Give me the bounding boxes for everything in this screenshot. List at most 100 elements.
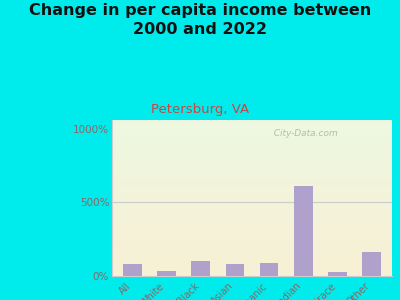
Bar — [112, 146, 392, 147]
Bar — [112, 149, 392, 150]
Bar — [112, 163, 392, 164]
Bar — [112, 237, 392, 238]
Bar — [112, 159, 392, 160]
Bar — [112, 129, 392, 130]
Bar — [112, 247, 392, 248]
Bar — [112, 141, 392, 142]
Bar — [112, 273, 392, 274]
Bar — [112, 121, 392, 122]
Bar — [112, 136, 392, 137]
Bar — [112, 235, 392, 236]
Bar — [112, 154, 392, 155]
Bar — [112, 249, 392, 250]
Bar — [112, 130, 392, 131]
Bar — [112, 152, 392, 153]
Bar — [112, 217, 392, 218]
Bar — [112, 178, 392, 179]
Bar — [191, 261, 210, 276]
Bar — [112, 226, 392, 227]
Bar — [112, 188, 392, 189]
Bar — [112, 202, 392, 203]
Bar — [112, 260, 392, 261]
Bar — [112, 167, 392, 168]
Text: Petersburg, VA: Petersburg, VA — [151, 103, 249, 116]
Bar — [112, 157, 392, 158]
Bar — [112, 148, 392, 149]
Bar — [112, 192, 392, 193]
Bar — [112, 143, 392, 144]
Bar — [112, 173, 392, 174]
Bar — [112, 246, 392, 247]
Bar — [112, 137, 392, 138]
Bar — [112, 122, 392, 123]
Bar — [112, 251, 392, 252]
Bar — [112, 147, 392, 148]
Bar — [112, 243, 392, 244]
Bar — [112, 239, 392, 240]
Bar — [112, 181, 392, 182]
Bar — [112, 257, 392, 258]
Bar — [112, 203, 392, 204]
Bar — [112, 158, 392, 159]
Bar — [112, 244, 392, 245]
Bar — [112, 189, 392, 190]
Bar — [112, 236, 392, 237]
Bar — [112, 254, 392, 255]
Bar — [112, 229, 392, 230]
Bar — [112, 268, 392, 269]
Bar — [112, 213, 392, 214]
Bar — [112, 155, 392, 156]
Bar — [112, 162, 392, 163]
Bar — [112, 151, 392, 152]
Bar — [112, 145, 392, 146]
Bar — [112, 205, 392, 206]
Bar — [112, 206, 392, 207]
Bar — [112, 221, 392, 222]
Bar — [112, 201, 392, 202]
Bar — [112, 182, 392, 183]
Bar — [112, 224, 392, 225]
Bar — [112, 232, 392, 233]
Bar — [112, 275, 392, 276]
Bar — [112, 187, 392, 188]
Bar — [112, 272, 392, 273]
Bar — [112, 270, 392, 271]
Bar — [112, 256, 392, 257]
Bar — [112, 171, 392, 172]
Bar — [112, 216, 392, 217]
Bar — [112, 150, 392, 151]
Bar — [112, 161, 392, 162]
Bar — [112, 128, 392, 129]
Bar — [112, 166, 392, 167]
Bar — [112, 255, 392, 256]
Bar — [112, 153, 392, 154]
Bar — [112, 180, 392, 181]
Bar — [112, 265, 392, 266]
Bar — [112, 234, 392, 235]
Bar — [112, 240, 392, 241]
Bar — [112, 269, 392, 270]
Bar — [362, 252, 381, 276]
Text: Change in per capita income between
2000 and 2022: Change in per capita income between 2000… — [29, 3, 371, 37]
Bar — [112, 195, 392, 196]
Bar — [112, 193, 392, 194]
Bar — [112, 258, 392, 259]
Bar — [157, 271, 176, 276]
Bar — [294, 186, 313, 276]
Bar — [112, 191, 392, 192]
Bar — [226, 264, 244, 276]
Bar — [112, 199, 392, 200]
Bar — [112, 215, 392, 216]
Bar — [112, 222, 392, 223]
Bar — [112, 233, 392, 234]
Bar — [112, 223, 392, 224]
Bar — [260, 263, 278, 276]
Bar — [112, 194, 392, 195]
Bar — [112, 169, 392, 170]
Bar — [112, 228, 392, 229]
Bar — [112, 183, 392, 184]
Bar — [112, 120, 392, 121]
Bar — [112, 267, 392, 268]
Bar — [112, 198, 392, 199]
Bar — [112, 242, 392, 243]
